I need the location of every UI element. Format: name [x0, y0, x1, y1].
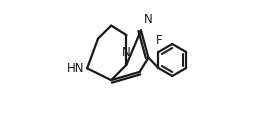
- Text: N: N: [144, 13, 153, 26]
- Text: HN: HN: [67, 62, 84, 75]
- Text: N: N: [122, 46, 131, 59]
- Text: F: F: [156, 34, 162, 47]
